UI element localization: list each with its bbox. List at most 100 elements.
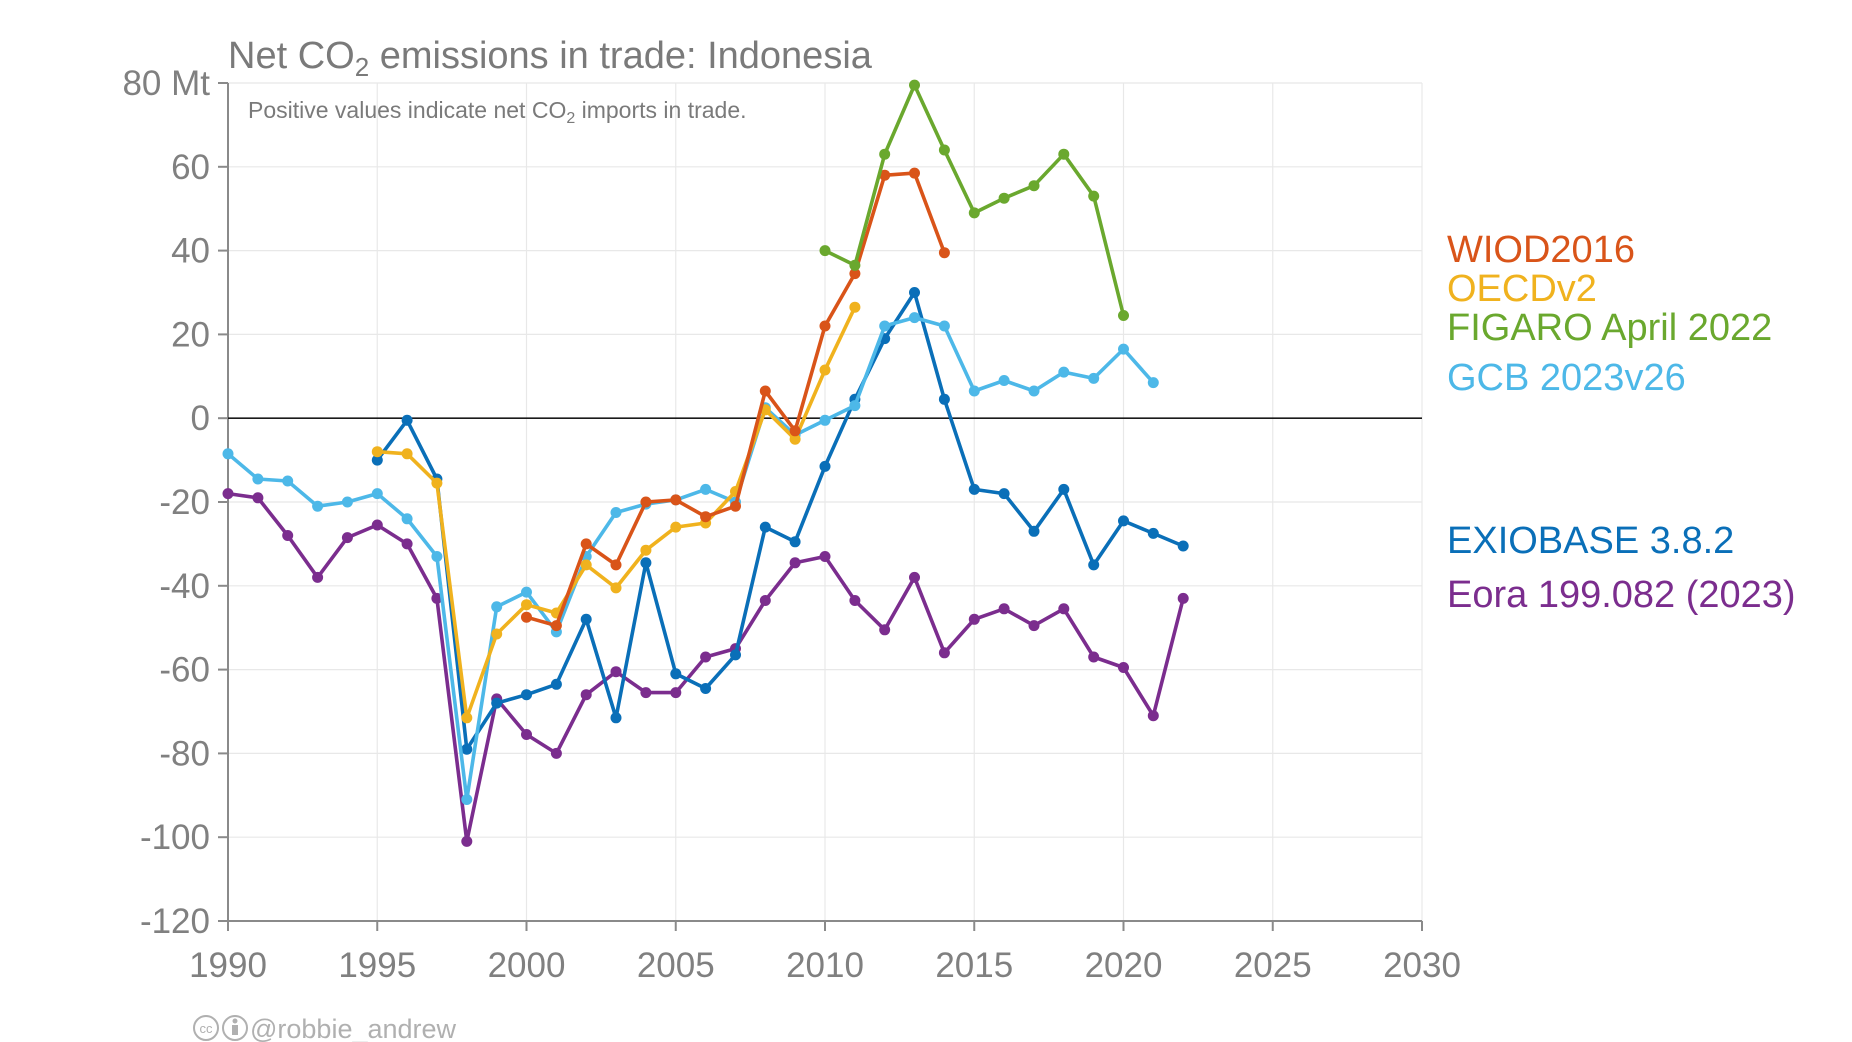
- legend-oecdv2: OECDv2: [1447, 268, 1597, 310]
- y-tick-label: 80 Mt: [122, 64, 210, 103]
- series-line-eora-199-082-2023: [226, 491, 1185, 844]
- data-point-oecdv2: [491, 628, 503, 640]
- data-point-exiobase-3-8-2: [580, 613, 592, 625]
- data-point-wiod2016: [849, 268, 861, 280]
- data-point-oecdv2: [849, 301, 861, 313]
- credit: cc @robbie_andrew: [193, 1014, 457, 1042]
- data-point-gcb-2023v26: [1088, 372, 1100, 384]
- data-point-eora-199-082-2023: [670, 687, 682, 699]
- data-point-figaro-april-2022: [1118, 310, 1129, 321]
- data-point-gcb-2023v26: [849, 400, 861, 412]
- data-point-gcb-2023v26: [1028, 385, 1040, 397]
- data-point-gcb-2023v26: [879, 320, 891, 332]
- y-tick-label: -20: [159, 483, 210, 522]
- data-point-wiod2016: [879, 169, 891, 181]
- data-point-eora-199-082-2023: [1147, 710, 1159, 722]
- legend-figaro: FIGARO April 2022: [1447, 307, 1772, 349]
- y-tick-label: -80: [159, 734, 210, 773]
- data-point-eora-199-082-2023: [879, 624, 891, 636]
- data-point-eora-199-082-2023: [849, 595, 861, 606]
- series-exiobase-3-8-2: [371, 287, 1189, 755]
- data-point-eora-199-082-2023: [282, 530, 294, 541]
- chart-subtitle: Positive values indicate net CO2 imports…: [248, 97, 747, 127]
- data-point-exiobase-3-8-2: [1058, 483, 1070, 495]
- data-point-eora-199-082-2023: [521, 729, 532, 740]
- data-point-gcb-2023v26: [998, 375, 1010, 386]
- data-point-eora-199-082-2023: [461, 835, 473, 847]
- axes: 80 Mt 60 40 20 0 -20 -40 -60 -80 -100 -120 1990 1995…: [122, 64, 1460, 985]
- data-point-wiod2016: [909, 167, 920, 179]
- data-point-eora-199-082-2023: [431, 592, 443, 604]
- data-point-oecdv2: [371, 446, 383, 458]
- data-point-exiobase-3-8-2: [759, 521, 771, 533]
- x-tick-label: 2025: [1234, 946, 1312, 985]
- data-point-eora-199-082-2023: [252, 492, 264, 504]
- data-point-exiobase-3-8-2: [401, 414, 413, 426]
- credit-handle: @robbie_andrew: [250, 1014, 457, 1042]
- data-point-gcb-2023v26: [282, 475, 294, 487]
- data-point-exiobase-3-8-2: [1147, 527, 1159, 539]
- data-point-eora-199-082-2023: [759, 595, 771, 606]
- data-point-gcb-2023v26: [610, 507, 622, 518]
- data-point-eora-199-082-2023: [1177, 592, 1189, 604]
- data-point-oecdv2: [401, 448, 413, 460]
- y-tick-label: 0: [191, 399, 210, 438]
- series-line-gcb-2023v26: [226, 315, 1156, 802]
- data-point-eora-199-082-2023: [700, 651, 712, 663]
- data-point-exiobase-3-8-2: [819, 460, 831, 472]
- data-point-wiod2016: [580, 538, 592, 550]
- data-point-oecdv2: [580, 559, 592, 571]
- data-point-eora-199-082-2023: [819, 551, 831, 562]
- data-point-eora-199-082-2023: [998, 603, 1010, 615]
- data-point-exiobase-3-8-2: [700, 683, 712, 694]
- data-point-exiobase-3-8-2: [1028, 525, 1040, 537]
- cc-icon: cc: [193, 1015, 219, 1041]
- data-point-exiobase-3-8-2: [789, 536, 801, 548]
- data-point-eora-199-082-2023: [580, 689, 592, 701]
- legend-wiod2016: WIOD2016: [1447, 229, 1635, 271]
- data-point-wiod2016: [819, 320, 831, 332]
- data-point-exiobase-3-8-2: [521, 689, 532, 701]
- data-point-oecdv2: [521, 599, 532, 611]
- data-point-figaro-april-2022: [1058, 148, 1070, 160]
- data-point-wiod2016: [938, 247, 950, 259]
- data-point-exiobase-3-8-2: [491, 697, 503, 709]
- data-point-gcb-2023v26: [461, 794, 473, 805]
- data-point-gcb-2023v26: [312, 500, 324, 512]
- series-eora-199-082-2023: [222, 488, 1189, 847]
- data-point-figaro-april-2022: [1088, 190, 1100, 202]
- data-point-wiod2016: [789, 425, 801, 437]
- y-tick-label: 40: [171, 232, 210, 271]
- data-point-exiobase-3-8-2: [968, 483, 980, 495]
- data-point-wiod2016: [670, 494, 682, 506]
- data-point-eora-199-082-2023: [909, 571, 920, 583]
- y-tick-label: -40: [159, 567, 210, 606]
- legend: WIOD2016 OECDv2 FIGARO April 2022 GCB 20…: [1447, 229, 1796, 616]
- data-point-gcb-2023v26: [1058, 366, 1070, 378]
- data-point-gcb-2023v26: [968, 385, 980, 397]
- series-figaro-april-2022: [819, 79, 1129, 321]
- y-tick-label: -100: [140, 818, 210, 857]
- series-line-exiobase-3-8-2: [375, 290, 1185, 751]
- data-point-gcb-2023v26: [938, 320, 950, 332]
- x-tick-label: 1995: [338, 946, 416, 985]
- data-point-exiobase-3-8-2: [1088, 559, 1100, 571]
- data-point-figaro-april-2022: [1028, 180, 1040, 192]
- data-point-gcb-2023v26: [431, 551, 443, 562]
- data-point-gcb-2023v26: [909, 312, 920, 324]
- data-point-exiobase-3-8-2: [730, 649, 741, 661]
- data-point-eora-199-082-2023: [341, 532, 353, 544]
- data-point-eora-199-082-2023: [550, 747, 562, 759]
- data-point-exiobase-3-8-2: [640, 557, 652, 569]
- data-point-oecdv2: [670, 521, 682, 533]
- series-lines: [222, 79, 1189, 847]
- data-point-gcb-2023v26: [341, 496, 353, 508]
- data-point-exiobase-3-8-2: [938, 393, 950, 405]
- data-point-eora-199-082-2023: [1088, 651, 1100, 663]
- data-point-gcb-2023v26: [700, 483, 712, 495]
- data-point-exiobase-3-8-2: [371, 454, 383, 466]
- data-point-gcb-2023v26: [1118, 343, 1129, 355]
- data-point-gcb-2023v26: [491, 601, 503, 613]
- data-point-exiobase-3-8-2: [909, 287, 920, 298]
